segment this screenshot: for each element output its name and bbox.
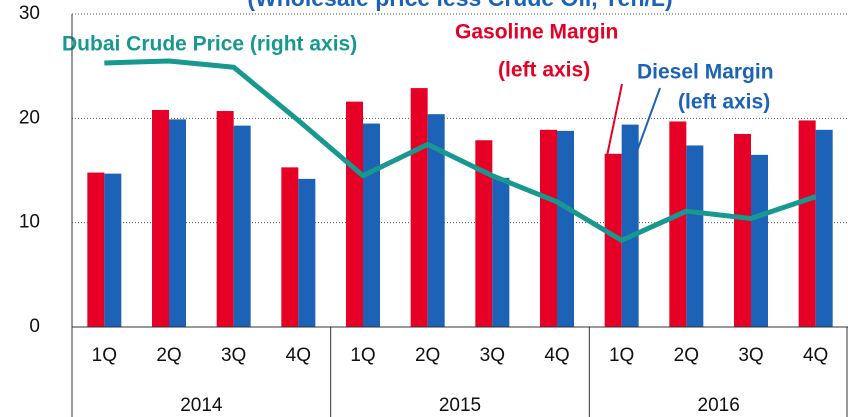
y-tick-label: 20 (19, 107, 40, 128)
bar (152, 109, 169, 327)
bar (281, 167, 299, 327)
bar (87, 172, 105, 327)
bar (363, 123, 380, 327)
bar (751, 154, 768, 327)
x-tick-label: 3Q (480, 345, 505, 366)
bar (492, 177, 510, 327)
line (104, 58, 817, 243)
y-tick-label: 10 (19, 212, 40, 233)
x-tick-label: 2Q (674, 345, 699, 366)
bar (410, 88, 428, 328)
bar (169, 119, 186, 327)
y-tick-label: 0 (29, 316, 40, 337)
bar (475, 140, 493, 327)
group-label: 2015 (439, 395, 481, 416)
x-tick-label: 1Q (609, 345, 634, 366)
bar (233, 125, 251, 328)
annotation: (left axis) (678, 91, 770, 114)
bar (346, 101, 363, 327)
bar (298, 178, 316, 327)
chart-title: (Wholesale price less Crude Oil, Yen/L) (247, 0, 672, 11)
bar (734, 133, 751, 327)
annotation: (left axis) (498, 59, 590, 82)
bar (540, 129, 557, 327)
x-tick-label: 1Q (92, 345, 117, 366)
bar (621, 124, 639, 328)
group-label: 2016 (698, 395, 740, 416)
x-tick-label: 3Q (221, 345, 246, 366)
y-tick-label: 30 (19, 3, 40, 24)
bar (798, 120, 816, 327)
bar (604, 153, 622, 327)
x-tick-label: 3Q (738, 345, 763, 366)
leader-line (606, 83, 623, 157)
bar (815, 129, 833, 327)
x-tick-label: 4Q (544, 345, 569, 366)
bar (686, 145, 704, 327)
legend-line: Dubai Crude Price (right axis) (62, 33, 357, 56)
legend-diesel: Diesel Margin (637, 61, 774, 84)
x-tick-label: 4Q (286, 345, 311, 366)
group-label: 2014 (180, 395, 223, 416)
x-tick-label: 2Q (415, 345, 440, 366)
bar (669, 121, 687, 327)
bar (104, 173, 122, 327)
leader-line (635, 87, 661, 155)
bar (216, 111, 234, 327)
x-tick-label: 4Q (803, 345, 828, 366)
x-tick-label: 2Q (156, 345, 181, 366)
legend-gasoline: Gasoline Margin (455, 21, 618, 44)
bar (557, 130, 574, 327)
x-tick-label: 1Q (350, 345, 375, 366)
bar (427, 114, 445, 327)
